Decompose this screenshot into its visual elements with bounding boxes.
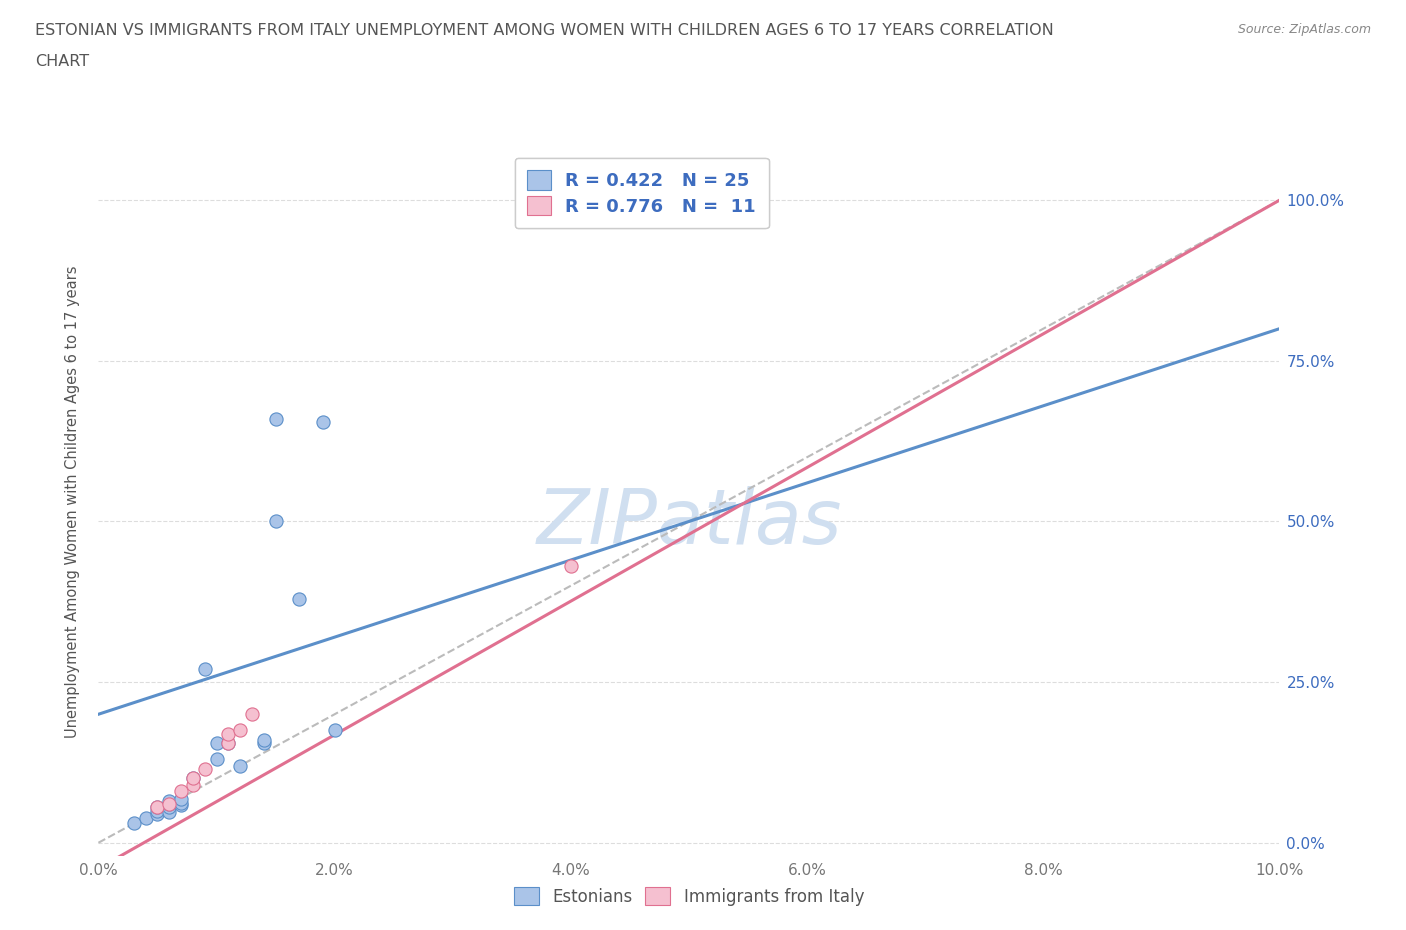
- Point: [146, 806, 169, 821]
- Point: [157, 797, 180, 812]
- Text: ZIPatlas: ZIPatlas: [536, 486, 842, 561]
- Point: [217, 736, 239, 751]
- Point: [229, 723, 252, 737]
- Point: [157, 793, 180, 808]
- Point: [205, 751, 228, 766]
- Point: [323, 723, 346, 737]
- Point: [288, 591, 311, 606]
- Point: [146, 800, 169, 815]
- Point: [264, 411, 287, 426]
- Point: [229, 758, 252, 773]
- Point: [264, 514, 287, 529]
- Point: [181, 771, 204, 786]
- Point: [170, 795, 193, 810]
- Text: CHART: CHART: [35, 54, 89, 69]
- Point: [157, 804, 180, 819]
- Point: [205, 736, 228, 751]
- Y-axis label: Unemployment Among Women with Children Ages 6 to 17 years: Unemployment Among Women with Children A…: [65, 266, 80, 738]
- Point: [122, 816, 145, 830]
- Point: [170, 784, 193, 799]
- Point: [146, 804, 169, 818]
- Point: [146, 800, 169, 815]
- Point: [181, 777, 204, 792]
- Point: [157, 800, 180, 815]
- Point: [194, 662, 217, 677]
- Legend: R = 0.422   N = 25, R = 0.776   N =  11: R = 0.422 N = 25, R = 0.776 N = 11: [515, 158, 769, 228]
- Legend: Estonians, Immigrants from Italy: Estonians, Immigrants from Italy: [508, 881, 870, 912]
- Point: [170, 798, 193, 813]
- Point: [217, 736, 239, 751]
- Point: [157, 797, 180, 812]
- Point: [240, 707, 263, 722]
- Point: [181, 771, 204, 786]
- Point: [312, 415, 335, 430]
- Point: [560, 559, 582, 574]
- Point: [253, 733, 276, 748]
- Text: ESTONIAN VS IMMIGRANTS FROM ITALY UNEMPLOYMENT AMONG WOMEN WITH CHILDREN AGES 6 : ESTONIAN VS IMMIGRANTS FROM ITALY UNEMPL…: [35, 23, 1054, 38]
- Point: [194, 762, 217, 777]
- Point: [135, 811, 157, 826]
- Point: [253, 736, 276, 751]
- Point: [217, 726, 239, 741]
- Text: Source: ZipAtlas.com: Source: ZipAtlas.com: [1237, 23, 1371, 36]
- Point: [170, 791, 193, 806]
